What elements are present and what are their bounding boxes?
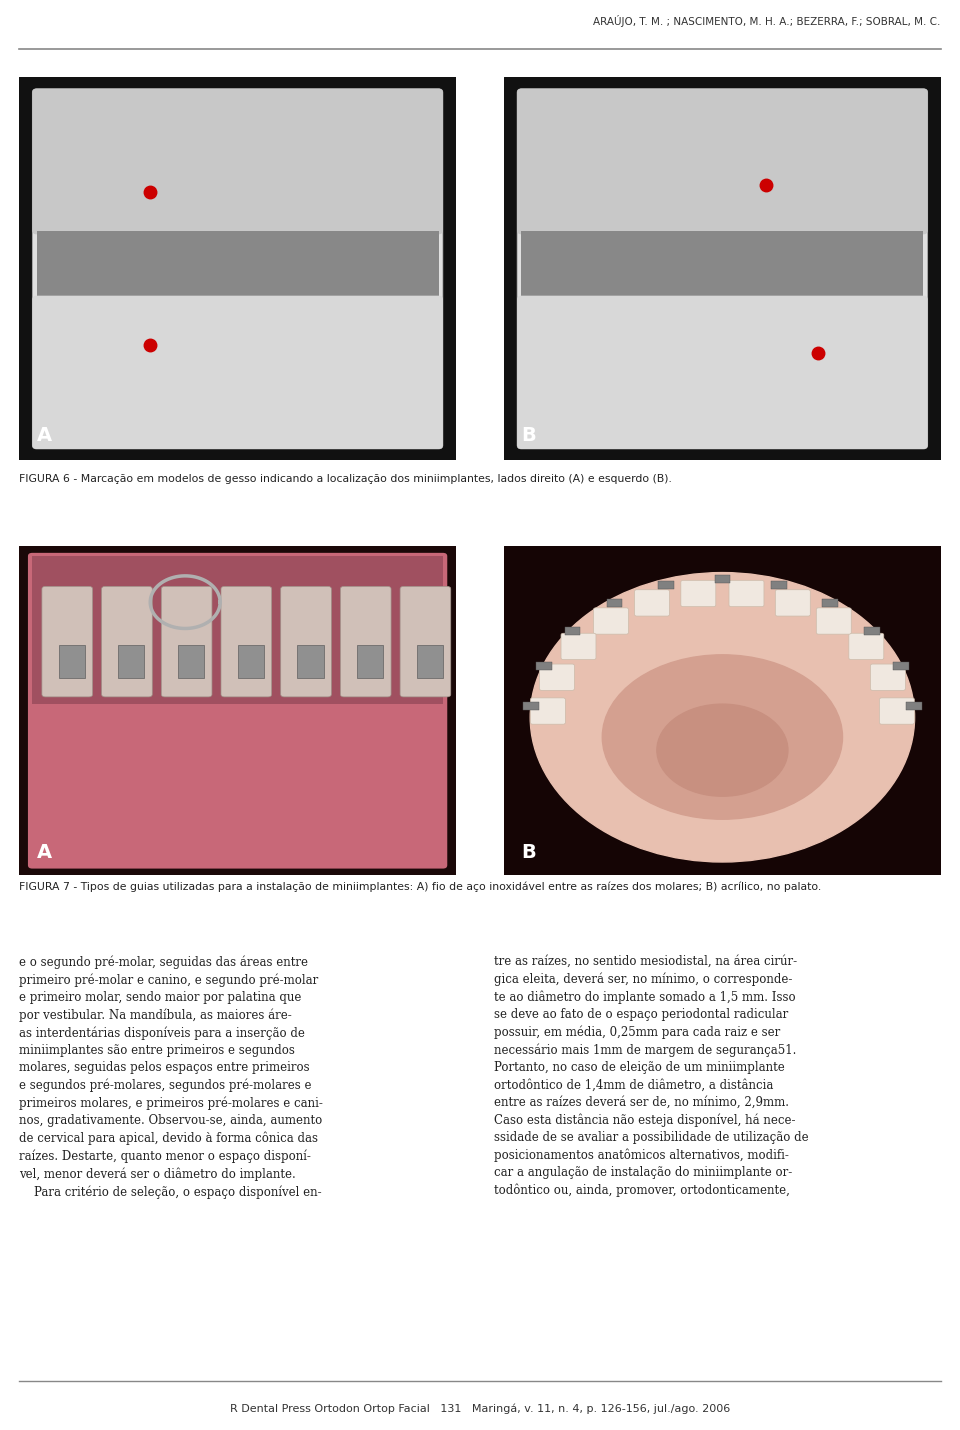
Bar	[521, 230, 924, 307]
Text: A: A	[36, 426, 52, 445]
Bar	[714, 575, 731, 583]
FancyBboxPatch shape	[561, 633, 596, 659]
Text: B: B	[521, 844, 537, 862]
FancyBboxPatch shape	[280, 586, 331, 696]
Text: B: B	[521, 426, 537, 445]
Bar	[523, 702, 539, 711]
FancyBboxPatch shape	[517, 296, 927, 449]
FancyBboxPatch shape	[221, 586, 272, 696]
FancyBboxPatch shape	[531, 698, 565, 724]
FancyBboxPatch shape	[776, 589, 810, 616]
Bar	[906, 702, 922, 711]
Text: tre as raízes, no sentido mesiodistal, na área cirúr-
gica eleita, deverá ser, n: tre as raízes, no sentido mesiodistal, n…	[494, 955, 809, 1197]
FancyBboxPatch shape	[42, 586, 92, 696]
Bar	[238, 645, 264, 678]
FancyBboxPatch shape	[28, 553, 447, 868]
FancyBboxPatch shape	[816, 608, 852, 633]
Bar	[536, 662, 552, 671]
FancyBboxPatch shape	[33, 296, 443, 449]
Text: FIGURA 6 - Marcação em modelos de gesso indicando a localização dos miniimplante: FIGURA 6 - Marcação em modelos de gesso …	[19, 473, 672, 483]
Text: R Dental Press Ortodon Ortop Facial   131   Maringá, v. 11, n. 4, p. 126-156, ju: R Dental Press Ortodon Ortop Facial 131 …	[229, 1404, 731, 1414]
Ellipse shape	[602, 655, 843, 819]
Text: FIGURA 7 - Tipos de guias utilizadas para a instalação de miniimplantes: A) fio : FIGURA 7 - Tipos de guias utilizadas par…	[19, 882, 822, 892]
FancyBboxPatch shape	[635, 589, 669, 616]
FancyBboxPatch shape	[879, 698, 914, 724]
Bar	[298, 645, 324, 678]
FancyBboxPatch shape	[161, 586, 212, 696]
Bar	[33, 556, 443, 704]
FancyBboxPatch shape	[341, 586, 391, 696]
FancyBboxPatch shape	[593, 608, 629, 633]
Bar	[823, 599, 838, 606]
FancyBboxPatch shape	[33, 89, 443, 235]
Bar	[59, 645, 84, 678]
Text: ARAÚJO, T. M. ; NASCIMENTO, M. H. A.; BEZERRA, F.; SOBRAL, M. C.: ARAÚJO, T. M. ; NASCIMENTO, M. H. A.; BE…	[593, 16, 941, 27]
Bar	[417, 645, 443, 678]
FancyBboxPatch shape	[681, 581, 716, 606]
Bar	[564, 626, 581, 635]
FancyBboxPatch shape	[33, 89, 443, 449]
Bar	[893, 662, 909, 671]
Text: e o segundo pré-molar, seguidas das áreas entre
primeiro pré-molar e canino, e s: e o segundo pré-molar, seguidas das área…	[19, 955, 324, 1198]
Bar	[864, 626, 880, 635]
Ellipse shape	[657, 704, 788, 797]
Bar	[607, 599, 622, 606]
Ellipse shape	[530, 572, 915, 862]
Bar	[118, 645, 144, 678]
FancyBboxPatch shape	[517, 89, 927, 235]
Bar	[771, 582, 787, 589]
Bar	[658, 582, 674, 589]
FancyBboxPatch shape	[871, 664, 905, 691]
Bar	[357, 645, 383, 678]
FancyBboxPatch shape	[729, 581, 764, 606]
Bar	[178, 645, 204, 678]
FancyBboxPatch shape	[102, 586, 153, 696]
FancyBboxPatch shape	[400, 586, 451, 696]
FancyBboxPatch shape	[540, 664, 574, 691]
FancyBboxPatch shape	[517, 89, 927, 449]
Text: A: A	[36, 844, 52, 862]
FancyBboxPatch shape	[849, 633, 884, 659]
Bar	[36, 230, 439, 307]
